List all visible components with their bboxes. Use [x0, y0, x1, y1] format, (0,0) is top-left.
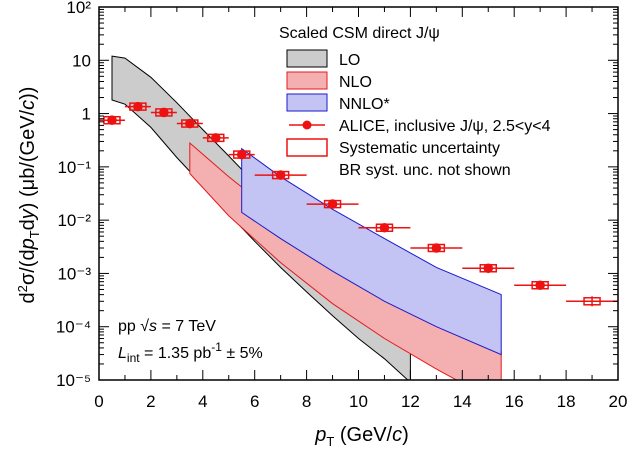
y-tick-label: 10⁻¹ — [57, 158, 91, 177]
legend-title: Scaled CSM direct J/ψ — [279, 25, 440, 42]
y-tick-label: 1 — [82, 105, 91, 124]
data-point — [483, 263, 494, 274]
data-point — [107, 115, 117, 126]
x-tick-label: 6 — [250, 392, 259, 411]
y-tick-label: 10² — [66, 0, 91, 17]
luminosity-label: Lint = 1.35 pb-1 ± 5% — [118, 340, 263, 365]
data-point — [535, 280, 545, 291]
legend-data-marker — [302, 120, 312, 130]
y-axis-title: d2σ/(dpTdy) (μb/(GeV/c)) — [15, 87, 42, 304]
x-tick-label: 12 — [401, 392, 420, 411]
y-tick-label: 10⁻² — [57, 211, 91, 230]
legend-data-label: ALICE, inclusive J/ψ, 2.5<y<4 — [339, 118, 551, 135]
data-point — [379, 222, 390, 233]
y-tick-label: 10 — [72, 51, 91, 70]
x-tick-label: 10 — [349, 392, 368, 411]
x-tick-label: 14 — [453, 392, 472, 411]
data-point — [159, 107, 169, 118]
legend-lo-swatch — [286, 49, 328, 68]
legend-nnlo-label: NNLO* — [339, 96, 390, 113]
y-tick-label: 10⁻⁴ — [56, 318, 91, 337]
legend-lo-label: LO — [339, 52, 360, 69]
legend-nlo-label: NLO — [339, 74, 372, 91]
legend-syst-swatch — [286, 138, 328, 157]
y-tick-label: 10⁻³ — [57, 264, 91, 283]
data-point — [431, 243, 442, 253]
x-tick-label: 8 — [302, 392, 311, 411]
x-tick-label: 0 — [94, 392, 103, 411]
legend-br-note: BR syst. unc. not shown — [339, 162, 511, 179]
data-point — [185, 118, 195, 129]
legend-nlo-swatch — [286, 71, 328, 90]
y-tick-label: 10⁻⁵ — [56, 371, 91, 390]
x-tick-label: 16 — [505, 392, 524, 411]
nnlo-band — [241, 147, 502, 356]
data-point — [133, 101, 143, 112]
data-point — [210, 133, 221, 143]
data-point — [236, 149, 247, 160]
data-point — [275, 170, 286, 180]
x-tick-label: 20 — [609, 392, 628, 411]
x-axis-title: pT (GeV/c) — [314, 424, 409, 449]
data-point — [327, 199, 338, 209]
axes: 0 2 4 6 8 10 12 14 16 18 20 10⁻⁵ 10⁻⁴ 10⁻³ 10⁻² 10⁻¹ 1 10… — [56, 0, 628, 411]
legend-nnlo-swatch — [286, 93, 328, 112]
collision-energy-label: pp √s = 7 TeV — [118, 318, 216, 335]
x-tick-label: 4 — [198, 392, 207, 411]
legend-syst-label: Systematic uncertainty — [339, 140, 500, 157]
x-tick-label: 2 — [146, 392, 155, 411]
legend: Scaled CSM direct J/ψ LO NLO NNLO* ALICE… — [279, 25, 551, 179]
x-tick-label: 18 — [557, 392, 576, 411]
data-points — [99, 101, 618, 307]
